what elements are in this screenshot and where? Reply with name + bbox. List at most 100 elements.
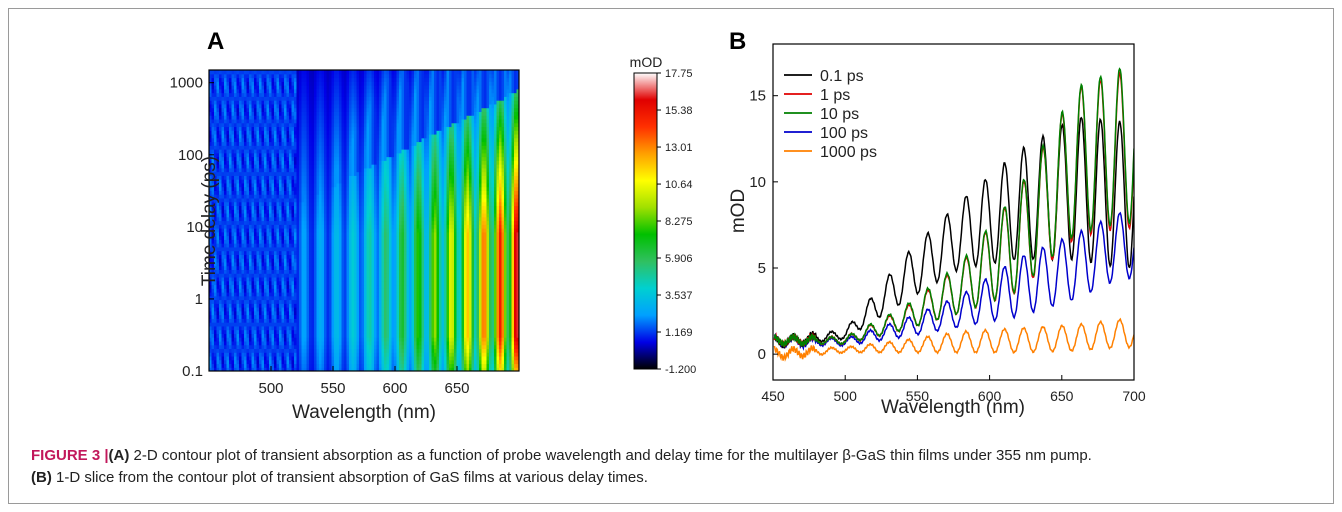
heatmap-cell	[219, 88, 223, 94]
heatmap-cell	[284, 77, 288, 82]
heatmap-cell	[271, 160, 275, 165]
heatmap-cell	[256, 310, 260, 316]
heatmap-cell	[341, 73, 345, 79]
heatmap-cell	[259, 288, 263, 293]
heatmap-cell	[334, 250, 338, 255]
heatmap-cell	[294, 239, 298, 244]
heatmap-cell	[236, 340, 240, 346]
heatmap-cell	[279, 103, 283, 109]
heatmap-cell	[266, 81, 270, 86]
heatmap-cell	[356, 355, 360, 361]
heatmap-cell	[244, 310, 248, 316]
heatmap-cell	[251, 224, 255, 229]
heatmap-cell	[351, 284, 355, 289]
heatmap-cell	[211, 73, 215, 79]
heatmap-cell	[229, 322, 233, 327]
heatmap-cell	[236, 310, 240, 316]
heatmap-cell	[239, 325, 243, 331]
heatmap-cell	[339, 81, 343, 86]
heatmap-cell	[224, 81, 228, 86]
heatmap-cell	[304, 303, 308, 308]
heatmap-cell	[344, 103, 348, 109]
heatmap-cell	[326, 92, 330, 97]
heatmap-cell	[336, 280, 340, 286]
heatmap-cell	[336, 367, 340, 371]
heatmap-cell	[231, 261, 235, 267]
heatmap-cell	[261, 310, 265, 316]
heatmap-cell	[254, 126, 258, 131]
heatmap-cell	[246, 344, 250, 350]
heatmap-cell	[289, 228, 293, 233]
heatmap-cell	[271, 307, 275, 312]
heatmap-cell	[256, 96, 260, 101]
heatmap-cell	[336, 329, 340, 334]
heatmap-cell	[216, 220, 220, 225]
heatmap-cell	[259, 160, 263, 165]
heatmap-cell	[266, 276, 270, 282]
heatmap-cell	[331, 352, 335, 357]
heatmap-cell	[256, 126, 260, 131]
heatmap-cell	[261, 73, 265, 79]
heatmap-cell	[276, 303, 280, 308]
heatmap-cell	[236, 235, 240, 240]
heatmap-cell	[221, 340, 225, 346]
heatmap-cell	[249, 145, 253, 150]
heatmap-cell	[214, 133, 218, 139]
heatmap-cell	[316, 149, 320, 154]
heatmap-cell	[321, 171, 325, 176]
heatmap-cell	[361, 103, 365, 109]
heatmap-cell	[299, 280, 303, 286]
heatmap-cell	[246, 205, 250, 210]
heatmap-cell	[274, 179, 278, 184]
heatmap-cell	[284, 145, 288, 150]
heatmap-cell	[299, 273, 303, 278]
heatmap-cell	[271, 81, 275, 86]
heatmap-cell	[299, 216, 303, 222]
heatmap-cell	[256, 164, 260, 169]
heatmap-cell	[224, 96, 228, 101]
heatmap-cell	[276, 224, 280, 229]
heatmap-cell	[231, 216, 235, 222]
heatmap-cell	[284, 212, 288, 218]
heatmap-cell	[319, 197, 323, 203]
heatmap-cell	[364, 243, 368, 248]
heatmap-cell	[309, 145, 313, 150]
heatmap-cell	[301, 92, 305, 97]
heatmap-cell	[319, 186, 323, 191]
heatmap-cell	[266, 96, 270, 101]
heatmap-cell	[361, 348, 365, 353]
heatmap-cell	[236, 122, 240, 128]
heatmap-cell	[284, 205, 288, 210]
heatmap-cell	[331, 288, 335, 293]
heatmap-cell	[294, 77, 298, 82]
heatmap-cell	[319, 171, 323, 176]
heatmap-cell	[281, 299, 285, 304]
heatmap-cell	[301, 269, 305, 274]
heatmap-cell	[321, 85, 325, 90]
heatmap-cell	[336, 239, 340, 244]
heatmap-cell	[221, 243, 225, 248]
heatmap-cell	[344, 122, 348, 128]
heatmap-cell	[226, 122, 230, 128]
heatmap-cell	[236, 115, 240, 120]
heatmap-cell	[256, 265, 260, 271]
heatmap-cell	[361, 299, 365, 304]
heatmap-cell	[341, 340, 345, 346]
heatmap-cell	[296, 363, 300, 368]
heatmap-cell	[296, 224, 300, 229]
heatmap-cell	[254, 254, 258, 259]
heatmap-cell	[359, 201, 363, 207]
heatmap-cell	[296, 100, 300, 105]
heatmap-cell	[311, 164, 315, 169]
heatmap-cell	[314, 111, 318, 116]
heatmap-cell	[254, 322, 258, 327]
heatmap-cell	[304, 111, 308, 116]
heatmap-cell	[231, 299, 235, 304]
heatmap-cell	[349, 288, 353, 293]
heatmap-cell	[246, 276, 250, 282]
heatmap-cell	[319, 284, 323, 289]
heatmap-cell	[359, 273, 363, 278]
heatmap-cell	[219, 100, 223, 105]
heatmap-cell	[276, 152, 280, 158]
heatmap-cell	[346, 273, 350, 278]
